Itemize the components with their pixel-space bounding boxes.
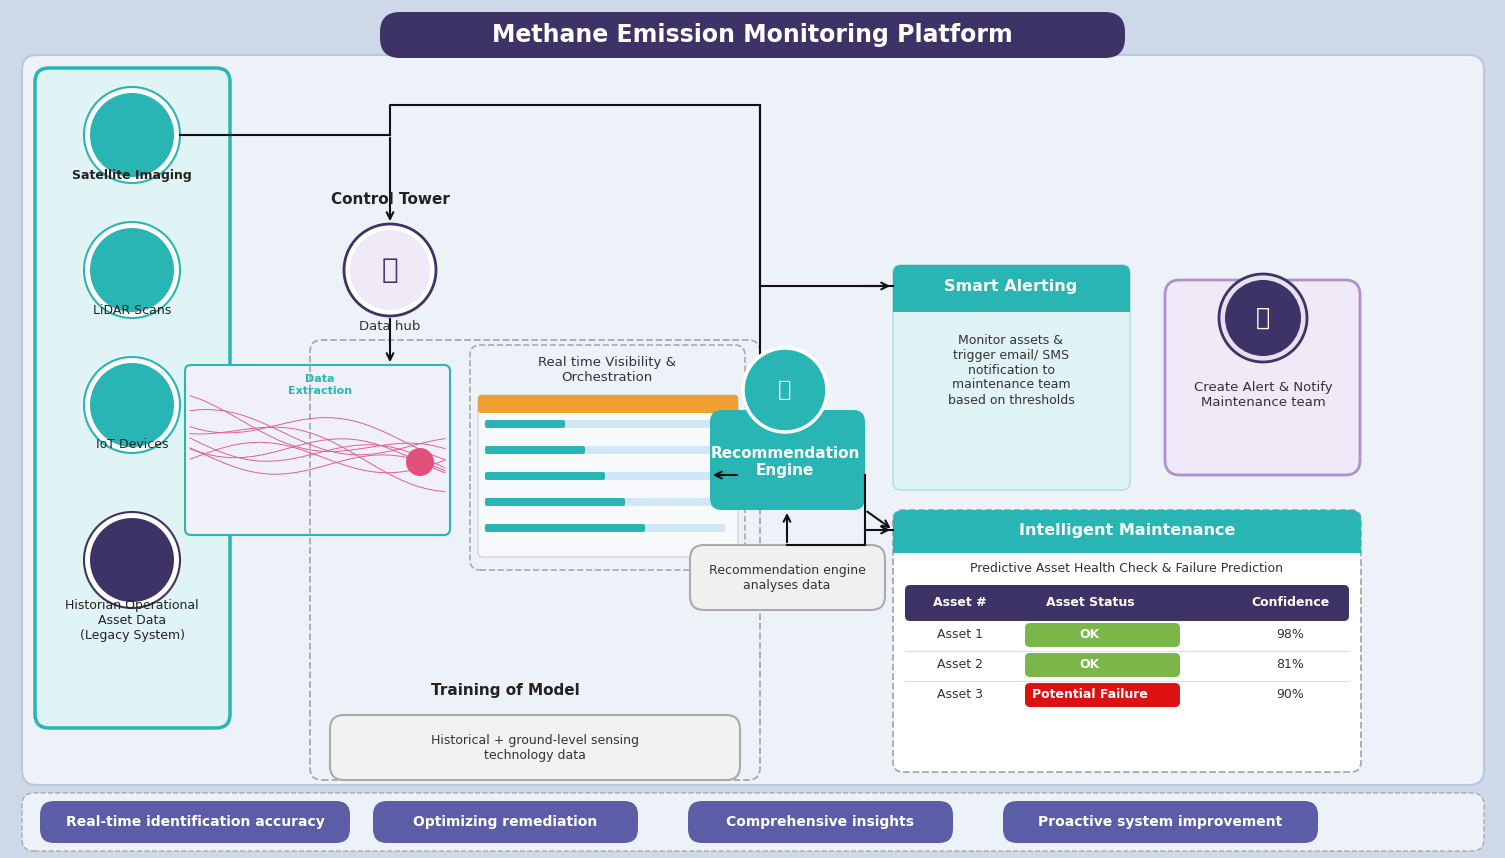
Text: IoT Devices: IoT Devices (96, 438, 169, 451)
Circle shape (351, 230, 430, 310)
Circle shape (749, 354, 822, 426)
FancyBboxPatch shape (892, 287, 1130, 312)
Text: Recommendation engine
analyses data: Recommendation engine analyses data (709, 564, 865, 592)
Circle shape (90, 518, 175, 602)
FancyBboxPatch shape (373, 801, 638, 843)
Text: Asset 2: Asset 2 (938, 658, 983, 672)
FancyBboxPatch shape (485, 446, 725, 454)
FancyBboxPatch shape (905, 585, 1348, 621)
Circle shape (406, 448, 433, 476)
FancyBboxPatch shape (379, 12, 1126, 58)
Text: 81%: 81% (1276, 658, 1303, 672)
Circle shape (84, 87, 181, 183)
Circle shape (1225, 280, 1300, 356)
Circle shape (84, 222, 181, 318)
Text: Asset 1: Asset 1 (938, 629, 983, 642)
FancyBboxPatch shape (185, 365, 450, 535)
FancyBboxPatch shape (892, 265, 1130, 307)
Text: Historian Operational
Asset Data
(Legacy System): Historian Operational Asset Data (Legacy… (65, 599, 199, 642)
Text: Historical + ground-level sensing
technology data: Historical + ground-level sensing techno… (430, 734, 640, 762)
FancyBboxPatch shape (892, 510, 1361, 550)
Circle shape (90, 93, 175, 177)
Text: Real time Visibility &
Orchestration: Real time Visibility & Orchestration (537, 356, 676, 384)
FancyBboxPatch shape (1002, 801, 1318, 843)
Text: Comprehensive insights: Comprehensive insights (725, 815, 914, 829)
FancyBboxPatch shape (710, 410, 865, 510)
Text: Intelligent Maintenance: Intelligent Maintenance (1019, 523, 1236, 537)
FancyBboxPatch shape (479, 395, 737, 413)
Text: Data
Extraction: Data Extraction (287, 374, 352, 396)
FancyBboxPatch shape (35, 68, 230, 728)
FancyBboxPatch shape (485, 524, 646, 532)
Circle shape (1219, 274, 1306, 362)
Text: LiDAR Scans: LiDAR Scans (93, 304, 172, 317)
FancyBboxPatch shape (1025, 623, 1180, 647)
FancyBboxPatch shape (485, 446, 585, 454)
FancyBboxPatch shape (485, 498, 725, 506)
FancyBboxPatch shape (485, 420, 564, 428)
FancyBboxPatch shape (23, 55, 1484, 785)
FancyBboxPatch shape (892, 530, 1361, 553)
FancyBboxPatch shape (892, 265, 1130, 490)
Text: Real-time identification accuracy: Real-time identification accuracy (66, 815, 325, 829)
Circle shape (84, 512, 181, 608)
FancyBboxPatch shape (892, 510, 1361, 772)
Text: 98%: 98% (1276, 629, 1303, 642)
Text: Create Alert & Notify
Maintenance team: Create Alert & Notify Maintenance team (1193, 381, 1332, 409)
FancyBboxPatch shape (23, 793, 1484, 851)
FancyBboxPatch shape (688, 801, 953, 843)
FancyBboxPatch shape (485, 472, 725, 480)
FancyBboxPatch shape (485, 498, 625, 506)
Text: 90%: 90% (1276, 688, 1303, 702)
FancyBboxPatch shape (689, 545, 885, 610)
Text: Confidence: Confidence (1251, 596, 1329, 609)
Circle shape (345, 224, 436, 316)
Text: Data hub: Data hub (360, 319, 421, 333)
FancyBboxPatch shape (330, 715, 740, 780)
FancyBboxPatch shape (485, 472, 605, 480)
Text: OK: OK (1081, 658, 1100, 672)
FancyBboxPatch shape (1165, 280, 1361, 475)
Text: Smart Alerting: Smart Alerting (944, 279, 1078, 293)
Text: Satellite Imaging: Satellite Imaging (72, 168, 191, 182)
Text: Asset Status: Asset Status (1046, 596, 1135, 609)
Circle shape (743, 348, 828, 432)
Text: 🧠: 🧠 (778, 380, 792, 400)
Text: Methane Emission Monitoring Platform: Methane Emission Monitoring Platform (492, 23, 1013, 47)
FancyBboxPatch shape (1025, 683, 1180, 707)
FancyBboxPatch shape (485, 524, 725, 532)
Text: Proactive system improvement: Proactive system improvement (1038, 815, 1282, 829)
FancyBboxPatch shape (1025, 653, 1180, 677)
Circle shape (90, 228, 175, 312)
FancyBboxPatch shape (485, 420, 725, 428)
Text: Asset 3: Asset 3 (938, 688, 983, 702)
Circle shape (90, 363, 175, 447)
Text: Predictive Asset Health Check & Failure Prediction: Predictive Asset Health Check & Failure … (971, 561, 1284, 575)
Text: Recommendation
Engine: Recommendation Engine (710, 446, 859, 478)
Text: Control Tower: Control Tower (331, 192, 450, 208)
Text: Training of Model: Training of Model (430, 682, 579, 698)
Text: Potential Failure: Potential Failure (1032, 688, 1148, 702)
Text: Optimizing remediation: Optimizing remediation (412, 815, 597, 829)
FancyBboxPatch shape (479, 395, 737, 557)
Circle shape (84, 357, 181, 453)
Text: OK: OK (1081, 629, 1100, 642)
Text: 📱: 📱 (1257, 306, 1270, 330)
Text: Asset #: Asset # (933, 596, 987, 609)
FancyBboxPatch shape (41, 801, 351, 843)
Text: Monitor assets &
trigger email/ SMS
notification to
maintenance team
based on th: Monitor assets & trigger email/ SMS noti… (948, 334, 1075, 407)
Text: 🏛: 🏛 (382, 256, 399, 284)
